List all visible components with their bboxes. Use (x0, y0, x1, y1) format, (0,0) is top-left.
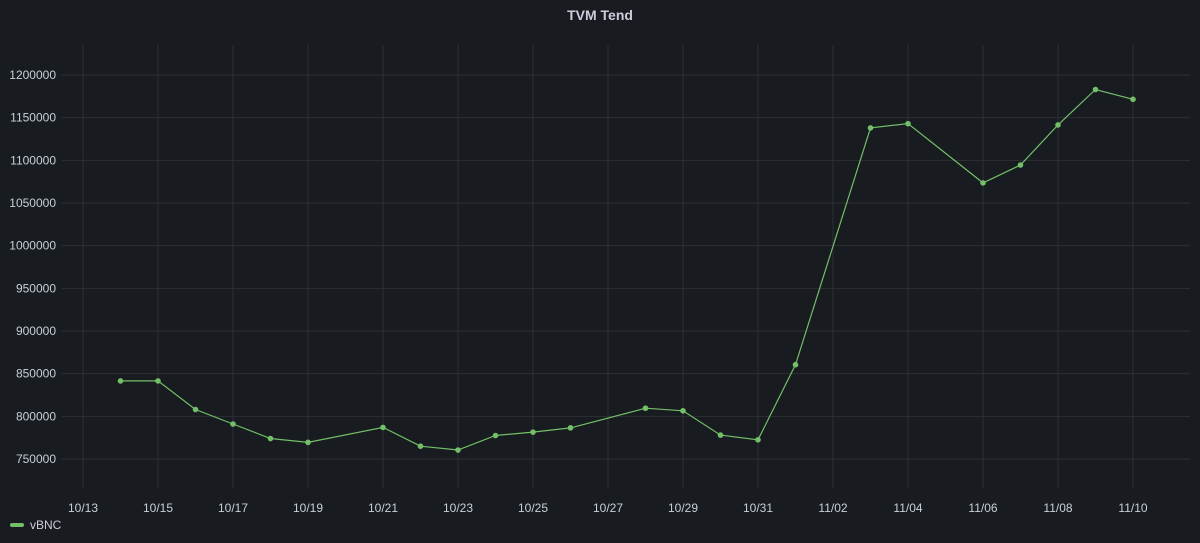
series-line-vBNC (120, 88, 1134, 451)
legend-label: vBNC (30, 518, 62, 532)
data-point[interactable] (1130, 96, 1136, 103)
data-point[interactable] (905, 120, 911, 127)
data-point[interactable] (455, 447, 461, 453)
x-tick-label: 10/17 (218, 501, 248, 515)
x-tick-label: 10/29 (668, 501, 698, 515)
x-tick-label: 10/15 (143, 501, 173, 515)
y-tick-label: 750000 (16, 452, 56, 466)
data-point[interactable] (755, 437, 761, 443)
x-tick-label: 10/13 (68, 501, 98, 515)
data-point[interactable] (117, 378, 124, 384)
legend-swatch (10, 523, 24, 527)
data-point[interactable] (492, 432, 499, 439)
x-tick-label: 10/19 (293, 501, 323, 515)
y-tick-label: 1200000 (9, 68, 56, 82)
x-tick-label: 10/31 (743, 501, 773, 515)
y-tick-label: 1050000 (9, 196, 56, 210)
data-point[interactable] (230, 421, 236, 427)
x-tick-label: 11/02 (818, 501, 847, 515)
y-tick-label: 800000 (16, 409, 56, 423)
data-point[interactable] (717, 432, 724, 438)
x-tick-label: 11/06 (968, 501, 997, 515)
y-tick-label: 900000 (16, 324, 56, 338)
data-point[interactable] (680, 407, 686, 414)
x-tick-label: 10/27 (593, 501, 623, 515)
data-point[interactable] (1017, 162, 1024, 168)
data-point[interactable] (1092, 86, 1099, 93)
x-tick-label: 10/21 (368, 501, 398, 515)
data-point[interactable] (305, 439, 311, 446)
y-tick-label: 1150000 (10, 111, 56, 125)
y-gridlines (62, 74, 1190, 460)
data-point[interactable] (380, 424, 386, 431)
y-tick-label: 950000 (16, 281, 56, 295)
data-point[interactable] (155, 378, 161, 384)
data-point[interactable] (567, 425, 574, 431)
data-point[interactable] (867, 125, 874, 131)
data-point[interactable] (642, 405, 649, 412)
data-point[interactable] (417, 443, 424, 450)
legend[interactable]: vBNC (10, 518, 61, 532)
x-gridlines (82, 45, 1134, 488)
x-tick-label: 10/25 (518, 501, 548, 515)
y-tick-label: 1100000 (10, 153, 56, 167)
data-point[interactable] (792, 361, 799, 368)
x-axis-labels: 10/13 10/15 10/17 10/19 10/21 10/23 10/25 10/27… (68, 501, 1148, 515)
series-layer (117, 86, 1136, 453)
data-point[interactable] (192, 406, 199, 413)
x-tick-label: 11/04 (893, 501, 922, 515)
x-tick-label: 11/10 (1118, 501, 1147, 515)
data-point[interactable] (267, 435, 274, 442)
data-point[interactable] (1055, 122, 1061, 128)
data-point[interactable] (530, 429, 536, 435)
data-point[interactable] (980, 180, 986, 186)
y-axis-labels: 750000 800000 850000 900000 950000 1000000 105… (9, 68, 56, 466)
panel-title: TVM Tend (567, 7, 633, 23)
y-tick-label: 850000 (16, 367, 56, 381)
x-tick-label: 10/23 (443, 501, 473, 515)
x-tick-label: 11/08 (1043, 501, 1072, 515)
y-tick-label: 1000000 (9, 239, 56, 253)
